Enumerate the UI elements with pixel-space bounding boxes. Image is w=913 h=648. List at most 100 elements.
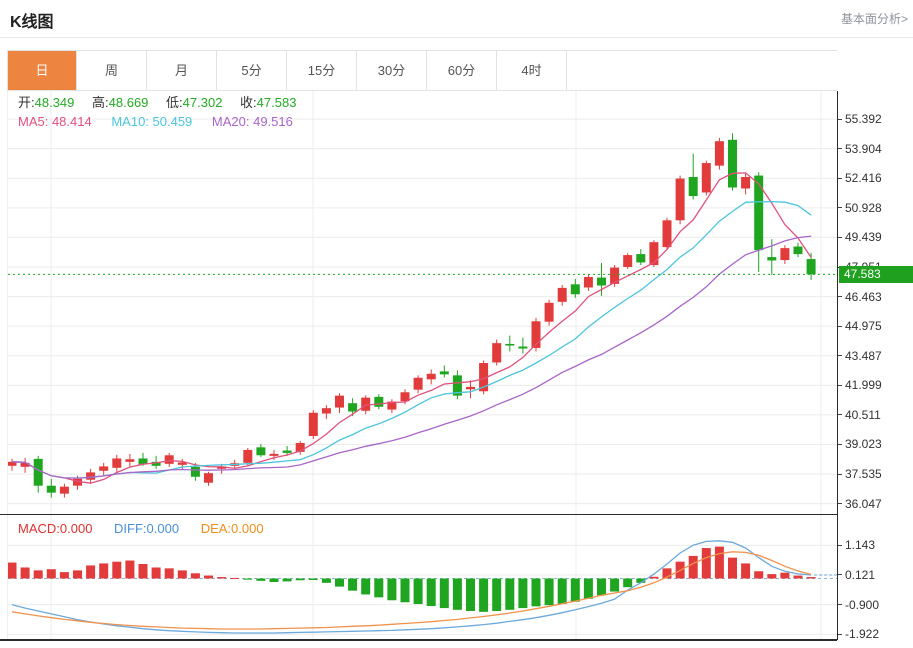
candle-body xyxy=(335,395,344,408)
ma20-value: MA20: 49.516 xyxy=(211,114,293,129)
macd-bar xyxy=(688,555,698,579)
tab-5min[interactable]: 5分 xyxy=(217,51,287,90)
candle-body xyxy=(125,459,135,462)
candle-body xyxy=(780,248,790,261)
macd-bar xyxy=(636,578,646,583)
price-axis-label: 37.535 xyxy=(838,467,882,481)
tab-60min[interactable]: 60分 xyxy=(427,51,497,90)
candle-body xyxy=(597,277,606,286)
candle-body xyxy=(20,462,30,467)
tab-15min[interactable]: 15分 xyxy=(287,51,357,90)
tab-month[interactable]: 月 xyxy=(147,51,217,90)
macd-bar xyxy=(452,578,462,610)
candle-body xyxy=(387,401,397,410)
macd-bar xyxy=(741,563,751,579)
close-label: 收: xyxy=(240,95,257,110)
open-label: 开: xyxy=(18,95,35,110)
header-divider xyxy=(0,37,913,38)
price-axis-label: 44.975 xyxy=(838,319,882,333)
macd-bar xyxy=(610,578,620,592)
page-title: K线图 xyxy=(10,14,54,31)
macd-bar xyxy=(439,578,449,609)
price-axis-label: 40.511 xyxy=(838,408,881,422)
y-axis: 55.39253.90452.41650.92849.43947.95146.4… xyxy=(837,91,913,641)
candle-body xyxy=(361,397,371,411)
macd-bar xyxy=(151,567,161,579)
ma20-line xyxy=(11,235,812,479)
macd-bar xyxy=(295,578,305,581)
candle-body xyxy=(217,466,227,469)
macd-bar xyxy=(256,578,266,581)
macd-bar xyxy=(217,577,227,579)
candle-body xyxy=(583,276,593,288)
candle-body xyxy=(701,163,711,193)
dea-line xyxy=(11,551,812,630)
candle-body xyxy=(295,442,305,452)
candle-body xyxy=(806,259,816,275)
macd-legend: MACD:0.000 DIFF:0.000 DEA:0.000 xyxy=(18,521,282,536)
low-value: 47.302 xyxy=(182,95,223,110)
tab-week[interactable]: 周 xyxy=(77,51,147,90)
candle-body xyxy=(557,287,567,302)
macd-bar xyxy=(348,578,358,591)
macd-bar xyxy=(492,578,502,611)
open-value: 48.349 xyxy=(34,95,75,110)
price-legend: 开:48.349 高:48.669 低:47.302 收:47.583 MA5:… xyxy=(18,93,310,131)
candle-body xyxy=(86,472,96,480)
macd-bar xyxy=(387,578,397,601)
macd-bar xyxy=(20,567,30,579)
candle-body xyxy=(675,178,685,221)
macd-bar xyxy=(59,572,69,579)
macd-bar xyxy=(466,578,475,611)
candle-body xyxy=(479,363,489,392)
high-label: 高: xyxy=(92,95,109,110)
macd-bar xyxy=(190,573,200,579)
candle-body xyxy=(728,139,737,188)
candle-body xyxy=(59,486,69,494)
macd-bar xyxy=(282,578,292,582)
fundamental-analysis-link[interactable]: 基本面分析> xyxy=(840,12,908,26)
macd-bar xyxy=(8,562,17,579)
ma10-line xyxy=(11,200,812,479)
tab-30min[interactable]: 30分 xyxy=(357,51,427,90)
candle-body xyxy=(164,455,174,464)
macd-bar xyxy=(583,578,593,599)
candle-body xyxy=(138,458,148,465)
macd-bar xyxy=(714,546,724,579)
macd-bar xyxy=(33,570,43,579)
tabbar-filler xyxy=(567,51,837,90)
macd-bar xyxy=(597,578,606,596)
ma5-line xyxy=(11,172,812,484)
macd-bar xyxy=(649,576,659,579)
candle-body xyxy=(623,255,633,268)
macd-bar xyxy=(177,570,187,579)
candle-body xyxy=(426,373,436,380)
candle-body xyxy=(544,302,554,322)
price-axis-label: 39.023 xyxy=(838,437,882,451)
macd-bar xyxy=(531,578,541,607)
tab-4hour[interactable]: 4时 xyxy=(497,51,567,90)
candle-body xyxy=(662,220,672,248)
price-axis-label: 43.487 xyxy=(838,349,882,363)
price-chart-canvas[interactable] xyxy=(8,91,838,514)
macd-bar xyxy=(806,577,816,579)
macd-bar xyxy=(400,578,410,603)
macd-bar xyxy=(269,578,279,582)
macd-bar xyxy=(361,578,371,595)
macd-bar xyxy=(374,578,384,598)
macd-bar xyxy=(754,571,764,579)
macd-axis-label: -0.900 xyxy=(838,598,879,612)
macd-bar xyxy=(73,570,82,579)
macd-bar xyxy=(518,578,528,609)
candle-body xyxy=(636,254,646,263)
timeframe-tabbar: 日周月 5分 15分 30分 60分 4时 xyxy=(7,50,837,91)
ma-row: MA5: 48.414 MA10: 50.459 MA20: 49.516 xyxy=(18,112,310,131)
candle-body xyxy=(46,485,56,493)
tab-day[interactable]: 日 xyxy=(7,51,77,90)
chart-area: 开:48.349 高:48.669 低:47.302 收:47.583 MA5:… xyxy=(7,91,838,640)
candle-body xyxy=(492,343,502,363)
macd-chart-canvas[interactable] xyxy=(8,515,838,640)
macd-bar xyxy=(479,578,489,612)
high-value: 48.669 xyxy=(108,95,149,110)
candle-body xyxy=(256,447,266,456)
